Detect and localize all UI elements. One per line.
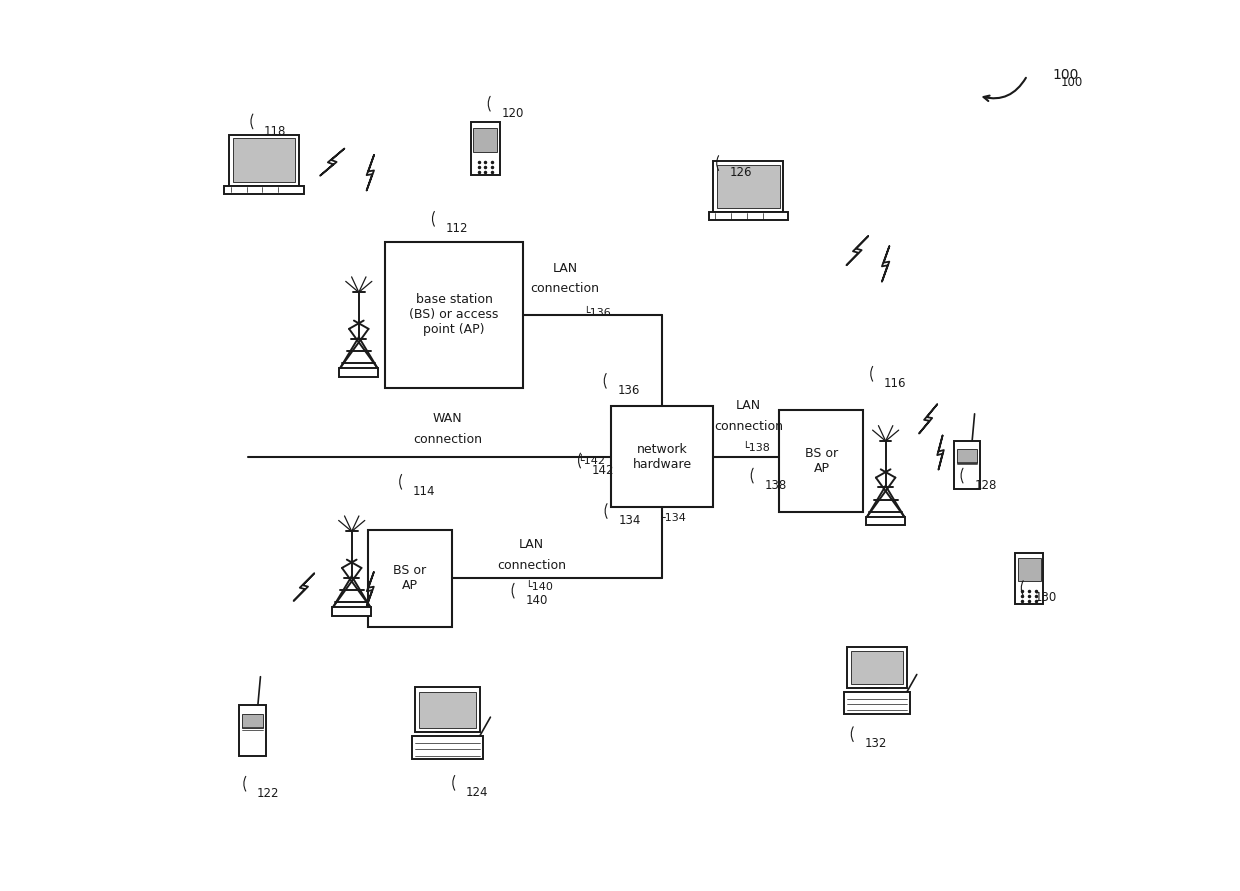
- Bar: [415, 687, 480, 732]
- Bar: [474, 127, 497, 151]
- Bar: [955, 441, 980, 489]
- Text: 126: 126: [730, 167, 753, 179]
- Bar: [1016, 552, 1043, 604]
- Bar: [471, 122, 500, 176]
- Text: 132: 132: [864, 738, 887, 750]
- Text: 128: 128: [975, 478, 997, 492]
- Bar: [419, 691, 475, 728]
- Bar: [708, 212, 789, 220]
- Text: └142: └142: [578, 456, 605, 467]
- Text: WAN: WAN: [433, 413, 463, 425]
- Text: BS or
AP: BS or AP: [393, 564, 427, 593]
- Bar: [847, 647, 906, 688]
- Bar: [340, 368, 378, 377]
- Text: 100: 100: [1052, 69, 1079, 82]
- Text: 130: 130: [1034, 592, 1056, 604]
- Text: LAN: LAN: [553, 262, 578, 275]
- Bar: [332, 607, 371, 616]
- Bar: [367, 529, 451, 627]
- Text: 136: 136: [618, 384, 640, 397]
- Text: 118: 118: [264, 125, 286, 138]
- Text: 112: 112: [445, 222, 467, 235]
- Bar: [851, 651, 903, 684]
- Text: 134: 134: [619, 514, 641, 527]
- Text: BS or
AP: BS or AP: [805, 447, 838, 475]
- Bar: [229, 135, 299, 185]
- Bar: [242, 714, 263, 728]
- Text: 142: 142: [591, 464, 614, 477]
- Text: LAN: LAN: [735, 399, 761, 413]
- Bar: [233, 138, 295, 182]
- Text: 100: 100: [1061, 76, 1084, 89]
- Text: connection: connection: [714, 420, 782, 432]
- Bar: [386, 241, 522, 388]
- Text: └134: └134: [658, 513, 686, 523]
- Text: 122: 122: [257, 787, 279, 800]
- Text: 124: 124: [466, 786, 489, 799]
- Bar: [1018, 558, 1040, 581]
- Text: 114: 114: [413, 485, 435, 498]
- Text: connection: connection: [413, 433, 482, 446]
- Text: connection: connection: [531, 282, 600, 295]
- Bar: [611, 405, 713, 508]
- Bar: [843, 691, 910, 714]
- Text: 138: 138: [764, 478, 786, 492]
- Bar: [780, 410, 863, 512]
- Text: LAN: LAN: [518, 538, 544, 552]
- Text: └138: └138: [743, 443, 770, 454]
- Bar: [867, 517, 905, 526]
- Text: 120: 120: [501, 107, 523, 120]
- Bar: [713, 161, 784, 212]
- Bar: [239, 705, 265, 756]
- Text: 140: 140: [526, 594, 548, 607]
- Bar: [957, 449, 977, 462]
- Text: network
hardware: network hardware: [632, 443, 692, 470]
- Bar: [412, 736, 482, 759]
- Text: └136: └136: [583, 307, 610, 318]
- Text: base station
(BS) or access
point (AP): base station (BS) or access point (AP): [409, 293, 498, 337]
- Text: └140: └140: [526, 582, 553, 593]
- Bar: [224, 185, 304, 194]
- Text: 116: 116: [884, 377, 906, 390]
- Text: connection: connection: [497, 559, 565, 571]
- Bar: [717, 165, 780, 208]
